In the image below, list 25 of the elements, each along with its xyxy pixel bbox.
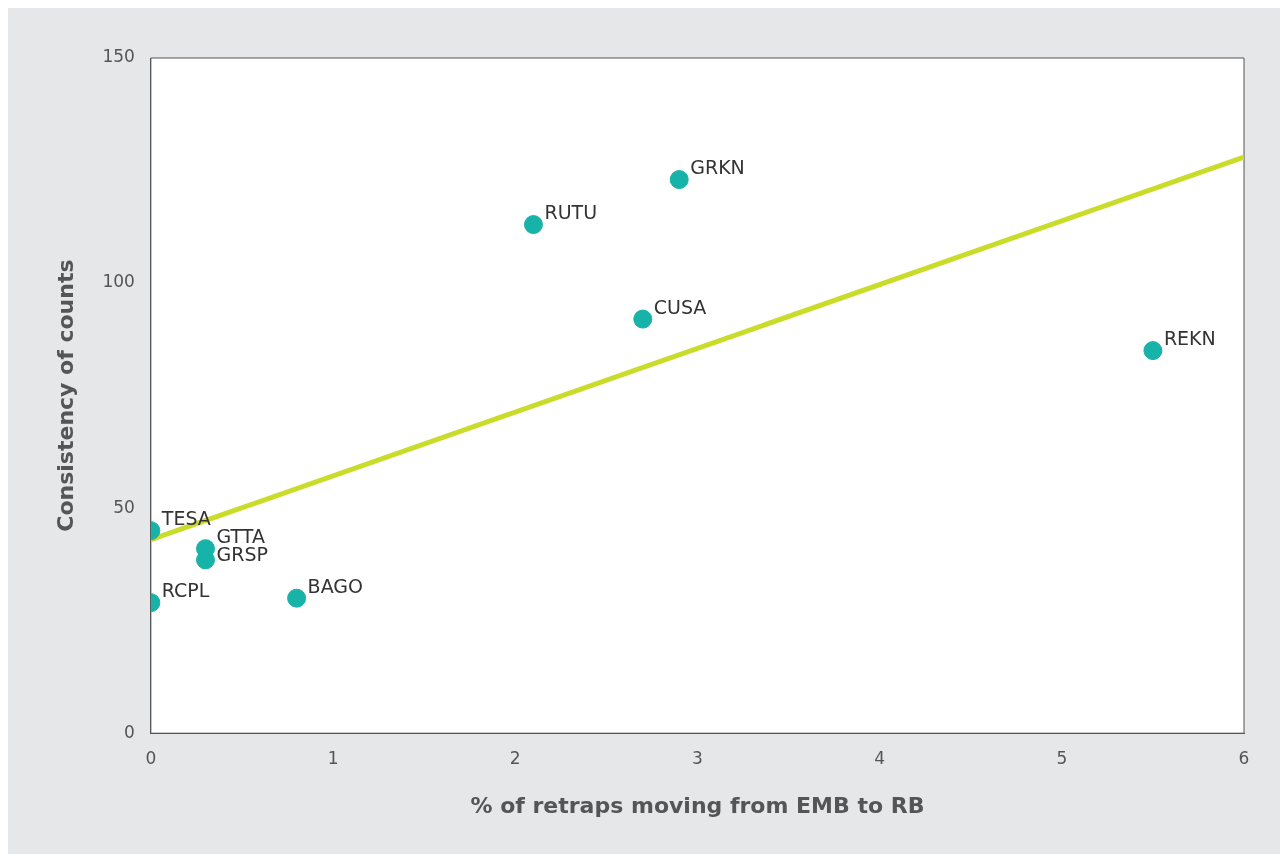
annotation: GRKN bbox=[690, 155, 745, 178]
x-tick-label: 5 bbox=[1056, 747, 1068, 768]
point bbox=[287, 588, 307, 608]
annotation: BAGO bbox=[307, 574, 363, 597]
point bbox=[1143, 341, 1163, 361]
annotation: RCPL bbox=[161, 579, 210, 602]
x-tick-label: 0 bbox=[145, 747, 157, 768]
x-tick-label: 2 bbox=[509, 747, 521, 768]
point bbox=[669, 170, 689, 190]
y-axis-title: Consistency of counts bbox=[52, 259, 78, 532]
point bbox=[523, 215, 543, 235]
x-tick-label: 6 bbox=[1238, 747, 1250, 768]
y-tick-label: 50 bbox=[113, 496, 135, 517]
annotation: RUTU bbox=[544, 200, 598, 223]
x-axis-title: % of retraps moving from EMB to RB bbox=[470, 792, 925, 818]
annotation: CUSA bbox=[653, 295, 707, 318]
x-tick-label: 1 bbox=[327, 747, 339, 768]
annotation: REKN bbox=[1163, 327, 1216, 350]
x-tick-label: 3 bbox=[692, 747, 703, 768]
y-tick-label: 100 bbox=[102, 271, 135, 292]
x-tick-label: 4 bbox=[874, 747, 886, 768]
point bbox=[633, 309, 653, 329]
y-tick-label: 0 bbox=[124, 721, 135, 742]
y-tick-label: 150 bbox=[102, 46, 135, 67]
annotation: TESA bbox=[160, 507, 211, 530]
